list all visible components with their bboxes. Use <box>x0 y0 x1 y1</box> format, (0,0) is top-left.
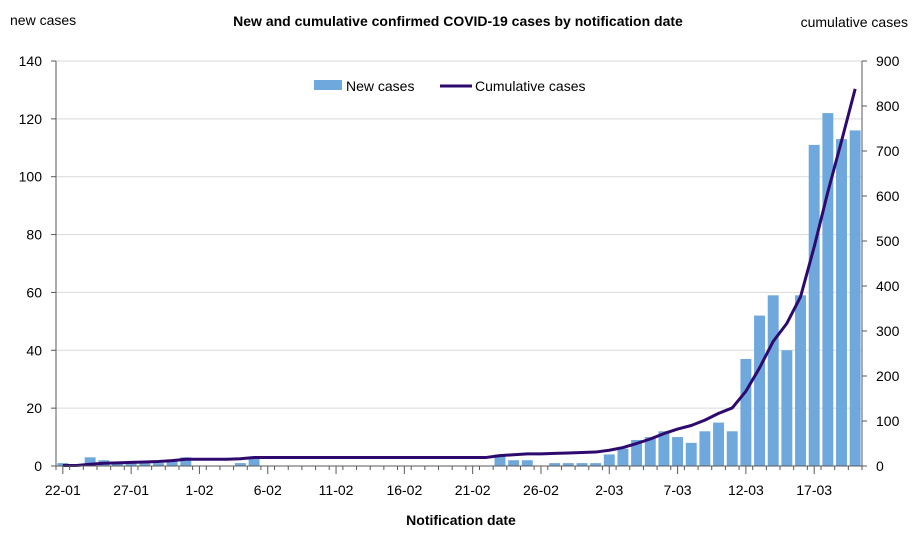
bar <box>836 139 847 466</box>
bar <box>631 439 643 466</box>
x-axis-ticks: 22-01 27-01 1-02 6-02 11-02 16-02 21-02 26-02 2-… <box>45 466 863 498</box>
x-tick-label: 7-03 <box>664 482 692 498</box>
x-tick-label: 12-03 <box>728 482 764 498</box>
right-tick-label: 100 <box>876 413 900 429</box>
bar <box>767 295 779 466</box>
x-tick-label: 27-01 <box>113 482 149 498</box>
left-tick-label: 120 <box>19 111 43 127</box>
bar <box>603 454 615 466</box>
x-tick-label: 17-03 <box>796 482 832 498</box>
bar <box>508 460 520 466</box>
bar <box>795 295 806 466</box>
bar <box>84 457 96 466</box>
x-axis-title: Notification date <box>406 512 516 528</box>
bar <box>781 350 793 466</box>
x-tick-label: 2-03 <box>595 482 623 498</box>
bar <box>125 463 137 466</box>
bar <box>139 463 151 466</box>
chart-title: New and cumulative confirmed COVID-19 ca… <box>233 13 683 29</box>
left-axis-ticks: 0 20 40 60 80 100 120 140 <box>19 53 56 474</box>
bar <box>672 437 684 466</box>
x-tick-label: 22-01 <box>45 482 81 498</box>
bar <box>562 463 574 466</box>
legend: New cases Cumulative cases <box>314 78 586 94</box>
right-tick-label: 800 <box>876 98 900 114</box>
bar <box>617 448 629 466</box>
x-tick-label: 1-02 <box>185 482 213 498</box>
gridlines <box>56 60 862 409</box>
left-tick-label: 60 <box>26 284 42 300</box>
right-tick-label: 200 <box>876 368 900 384</box>
bar <box>494 454 506 466</box>
bar <box>644 437 656 466</box>
right-tick-label: 400 <box>876 278 900 294</box>
bar <box>713 422 725 466</box>
bar <box>248 457 260 466</box>
left-tick-label: 40 <box>26 342 42 358</box>
left-tick-label: 20 <box>26 400 42 416</box>
right-axis-title: cumulative cases <box>801 14 908 30</box>
x-tick-label: 11-02 <box>319 482 354 498</box>
right-tick-label: 900 <box>876 53 900 69</box>
left-tick-label: 140 <box>19 53 43 69</box>
bar <box>822 113 834 467</box>
left-tick-label: 0 <box>34 458 42 474</box>
right-tick-label: 600 <box>876 188 900 204</box>
legend-cumulative-label: Cumulative cases <box>475 78 586 94</box>
bar <box>699 431 711 466</box>
right-tick-label: 500 <box>876 233 900 249</box>
x-tick-label: 21-02 <box>455 482 491 498</box>
x-tick-label: 26-02 <box>523 482 559 498</box>
right-tick-label: 700 <box>876 143 900 159</box>
bar <box>726 431 738 466</box>
bar <box>166 460 178 466</box>
bar <box>685 442 697 466</box>
bar <box>754 315 766 466</box>
bar <box>808 144 820 466</box>
bar <box>152 463 164 466</box>
x-tick-label: 16-02 <box>386 482 422 498</box>
bar <box>521 460 533 466</box>
left-tick-label: 80 <box>26 227 42 243</box>
bar <box>549 463 561 466</box>
bar <box>180 457 192 466</box>
legend-new-cases-swatch <box>314 80 342 90</box>
left-axis-title: new cases <box>10 12 76 28</box>
right-tick-label: 0 <box>876 458 884 474</box>
bar <box>740 358 752 466</box>
right-axis-ticks: 0 100 200 300 400 500 600 700 800 900 <box>862 53 900 474</box>
left-tick-label: 100 <box>19 169 43 185</box>
axes <box>55 61 863 467</box>
cumulative-line <box>62 88 857 468</box>
bar-series <box>57 113 861 467</box>
x-tick-label: 6-02 <box>254 482 282 498</box>
bar <box>576 463 588 466</box>
bar <box>849 130 861 466</box>
bar <box>234 463 246 466</box>
right-tick-label: 300 <box>876 323 900 339</box>
bar <box>590 463 602 466</box>
legend-new-cases-label: New cases <box>346 78 414 94</box>
bar <box>658 431 670 466</box>
bar <box>112 463 123 466</box>
